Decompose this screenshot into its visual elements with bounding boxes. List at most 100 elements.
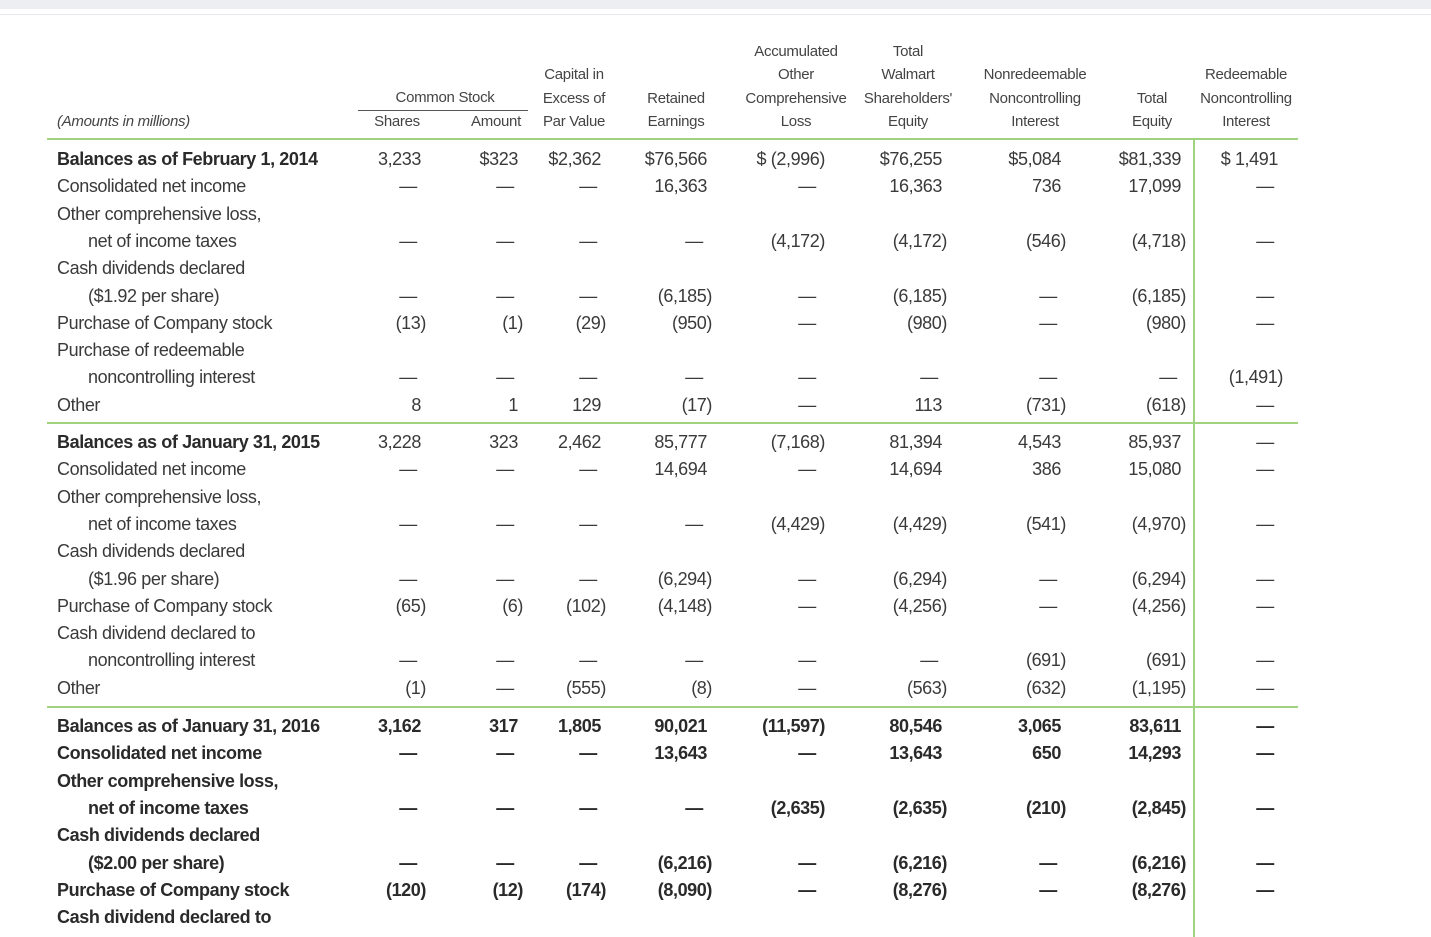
cell: (950) [671,312,712,333]
cell: — [1256,176,1274,197]
cell: — [496,285,514,306]
cell: $76,566 [644,149,708,169]
cell: — [399,568,417,589]
row-label: Cash dividends declared [57,541,245,562]
cell: — [798,176,816,197]
row-label: net of income taxes [88,797,249,818]
cell: — [1256,716,1274,736]
row-label: ($1.92 per share) [88,285,220,306]
cell: — [1256,879,1274,900]
cell: $ 1,491 [1220,149,1279,169]
cell: (691) [1145,650,1186,671]
cell: — [798,568,816,589]
column-header: Total [1136,89,1168,107]
cell: — [496,459,514,480]
cell: (1) [502,312,523,333]
cell: — [1256,394,1274,415]
cell: 2,462 [557,432,601,452]
cell: — [579,568,597,589]
top-border [0,14,1431,15]
cell: (4,256) [892,595,948,616]
cell: — [798,394,816,415]
cell: (2,845) [1131,797,1187,818]
cell: $2,362 [548,149,601,169]
column-header: Excess of [542,89,606,107]
column-header: Noncontrolling [989,89,1081,107]
cell: — [1039,568,1057,589]
cell: (546) [1025,230,1066,251]
cell: 14,694 [889,459,942,480]
cell: (6,185) [892,285,948,306]
cell: — [496,367,514,388]
cell: — [685,797,703,818]
cell: 14,694 [654,459,707,480]
cell: 16,363 [889,176,942,197]
cell: (4,429) [770,513,826,534]
cell: — [1256,285,1274,306]
cell: 317 [489,716,518,736]
column-header: Retained [647,89,705,107]
cell: — [1256,677,1274,698]
row-label: ($2.00 per share) [88,852,225,873]
cell: (6,216) [892,852,948,873]
cell: 113 [914,394,943,415]
cell: (555) [565,677,606,698]
cell: (4,256) [1131,595,1187,616]
row-label: Cash dividend declared to [57,623,256,644]
cell: (1) [405,677,426,698]
column-header: Nonredeemable [983,66,1087,83]
cell: — [579,797,597,818]
cell: — [920,650,938,671]
column-header: Interest [1222,113,1270,130]
cell: — [579,230,597,251]
cell: (563) [906,677,947,698]
cell: — [1256,852,1274,873]
cell: — [685,230,703,251]
group-underline [358,110,528,111]
cell: 15,080 [1128,459,1181,480]
cell: — [579,459,597,480]
cell: — [399,285,417,306]
row-label: Other comprehensive loss, [57,486,262,507]
cell: (6,185) [657,285,713,306]
column-header: Interest [1011,113,1059,130]
column-header: Par Value [542,113,606,130]
row-heading: Balances as of February 1, 2014 [57,149,318,169]
cell: — [798,595,816,616]
cell: (6) [502,595,523,616]
cell: — [798,312,816,333]
column-rule [1193,138,1195,937]
cell: $76,255 [879,149,943,169]
cell: — [1256,312,1274,333]
column-header: Shares [374,113,420,130]
cell: (632) [1025,677,1066,698]
cell: $323 [479,149,519,169]
column-header: Amount [471,113,521,130]
section-rule [47,422,1298,424]
cell: — [685,513,703,534]
column-header: Redeemable [1204,66,1288,83]
row-label: Cash dividends declared [57,825,260,846]
cell: — [399,367,417,388]
cell: (17) [681,394,713,415]
column-header: Earnings [647,113,705,130]
cell: — [685,367,703,388]
cell: (4,172) [770,230,826,251]
cell: — [1256,432,1274,452]
cell: (691) [1025,650,1066,671]
column-header: Equity [888,113,928,130]
cell: (2,635) [770,797,826,818]
cell: — [399,743,417,764]
cell: — [798,677,816,698]
column-header: Equity [1132,113,1172,130]
cell: — [1039,879,1057,900]
cell: 83,611 [1129,716,1181,736]
row-label: ($1.96 per share) [88,568,220,589]
cell: 17,099 [1128,176,1181,197]
cell: — [1256,743,1274,764]
cell: (13) [395,312,427,333]
cell: — [579,743,597,764]
row-label: noncontrolling interest [88,650,255,671]
row-label: Cash dividends declared [57,258,245,279]
group-header: Common Stock [395,89,495,106]
